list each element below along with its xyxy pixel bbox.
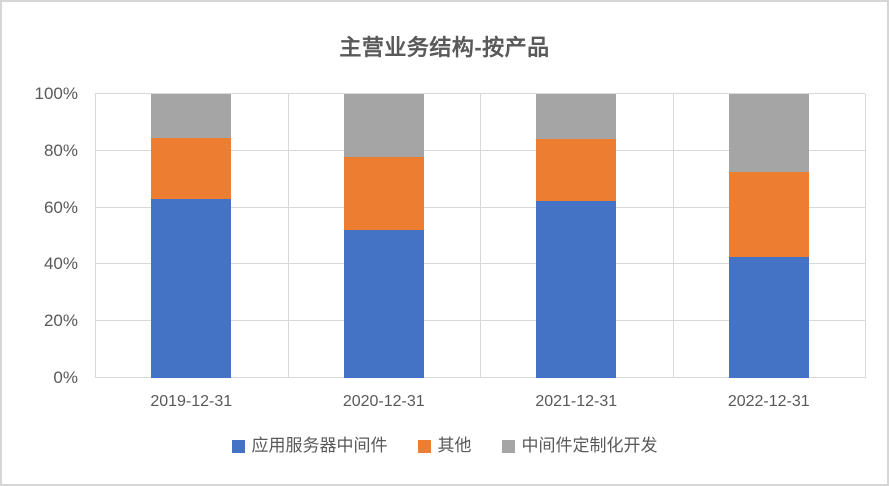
gridline-vertical [672,94,674,378]
x-axis-label: 2019-12-31 [150,393,233,410]
bar-segment [728,172,809,258]
gridline-vertical [480,94,481,378]
legend-item: 中间件定制化开发 [501,436,658,456]
bar-segment [343,94,424,157]
legend-label: 应用服务器中间件 [251,436,388,455]
plot-area [95,93,866,378]
bar-segment [536,94,617,140]
bar-segment [343,156,424,231]
gridline-vertical [287,94,289,378]
y-axis-label: 40% [43,254,78,274]
y-axis-label: 20% [43,311,78,331]
gridline-vertical [865,94,866,378]
bar-segment [343,230,424,378]
x-axis: 2019-12-31 2020-12-31 2021-12-31 2022-12-31 [95,390,865,414]
legend-swatch-icon [417,439,431,453]
x-axis-label: 2021-12-31 [535,393,618,410]
y-axis: 0% 20% 40% 60% 80% 100% [2,84,78,387]
legend-item: 应用服务器中间件 [231,436,388,456]
y-axis-label: 0% [53,368,78,387]
legend-swatch-icon [231,439,245,453]
bar-segment [728,94,809,173]
bar-segment [151,138,232,200]
y-axis-label: 100% [34,84,78,103]
y-axis-label: 80% [43,140,78,160]
y-axis-line [95,94,96,378]
bar-segment [536,139,617,201]
bar-segment [151,199,232,378]
bar-segment [151,94,232,139]
bar-segment [728,257,809,378]
bar-column [728,94,809,378]
bar-column [343,94,424,378]
legend-label: 其他 [437,436,472,455]
chart-title: 主营业务结构-按产品 [339,35,550,60]
x-axis-label: 2022-12-31 [727,393,810,410]
bar-segment [536,200,617,378]
gridline-horizontal [95,93,865,94]
legend-swatch-icon [501,439,515,453]
legend-item: 其他 [417,436,472,456]
bar-column [536,94,617,378]
bar-column [151,94,232,378]
legend-label: 中间件定制化开发 [521,436,658,455]
x-axis-label: 2020-12-31 [342,393,425,410]
y-axis-label: 60% [43,197,78,217]
legend: 应用服务器中间件 其他 中间件定制化开发 [2,432,887,460]
